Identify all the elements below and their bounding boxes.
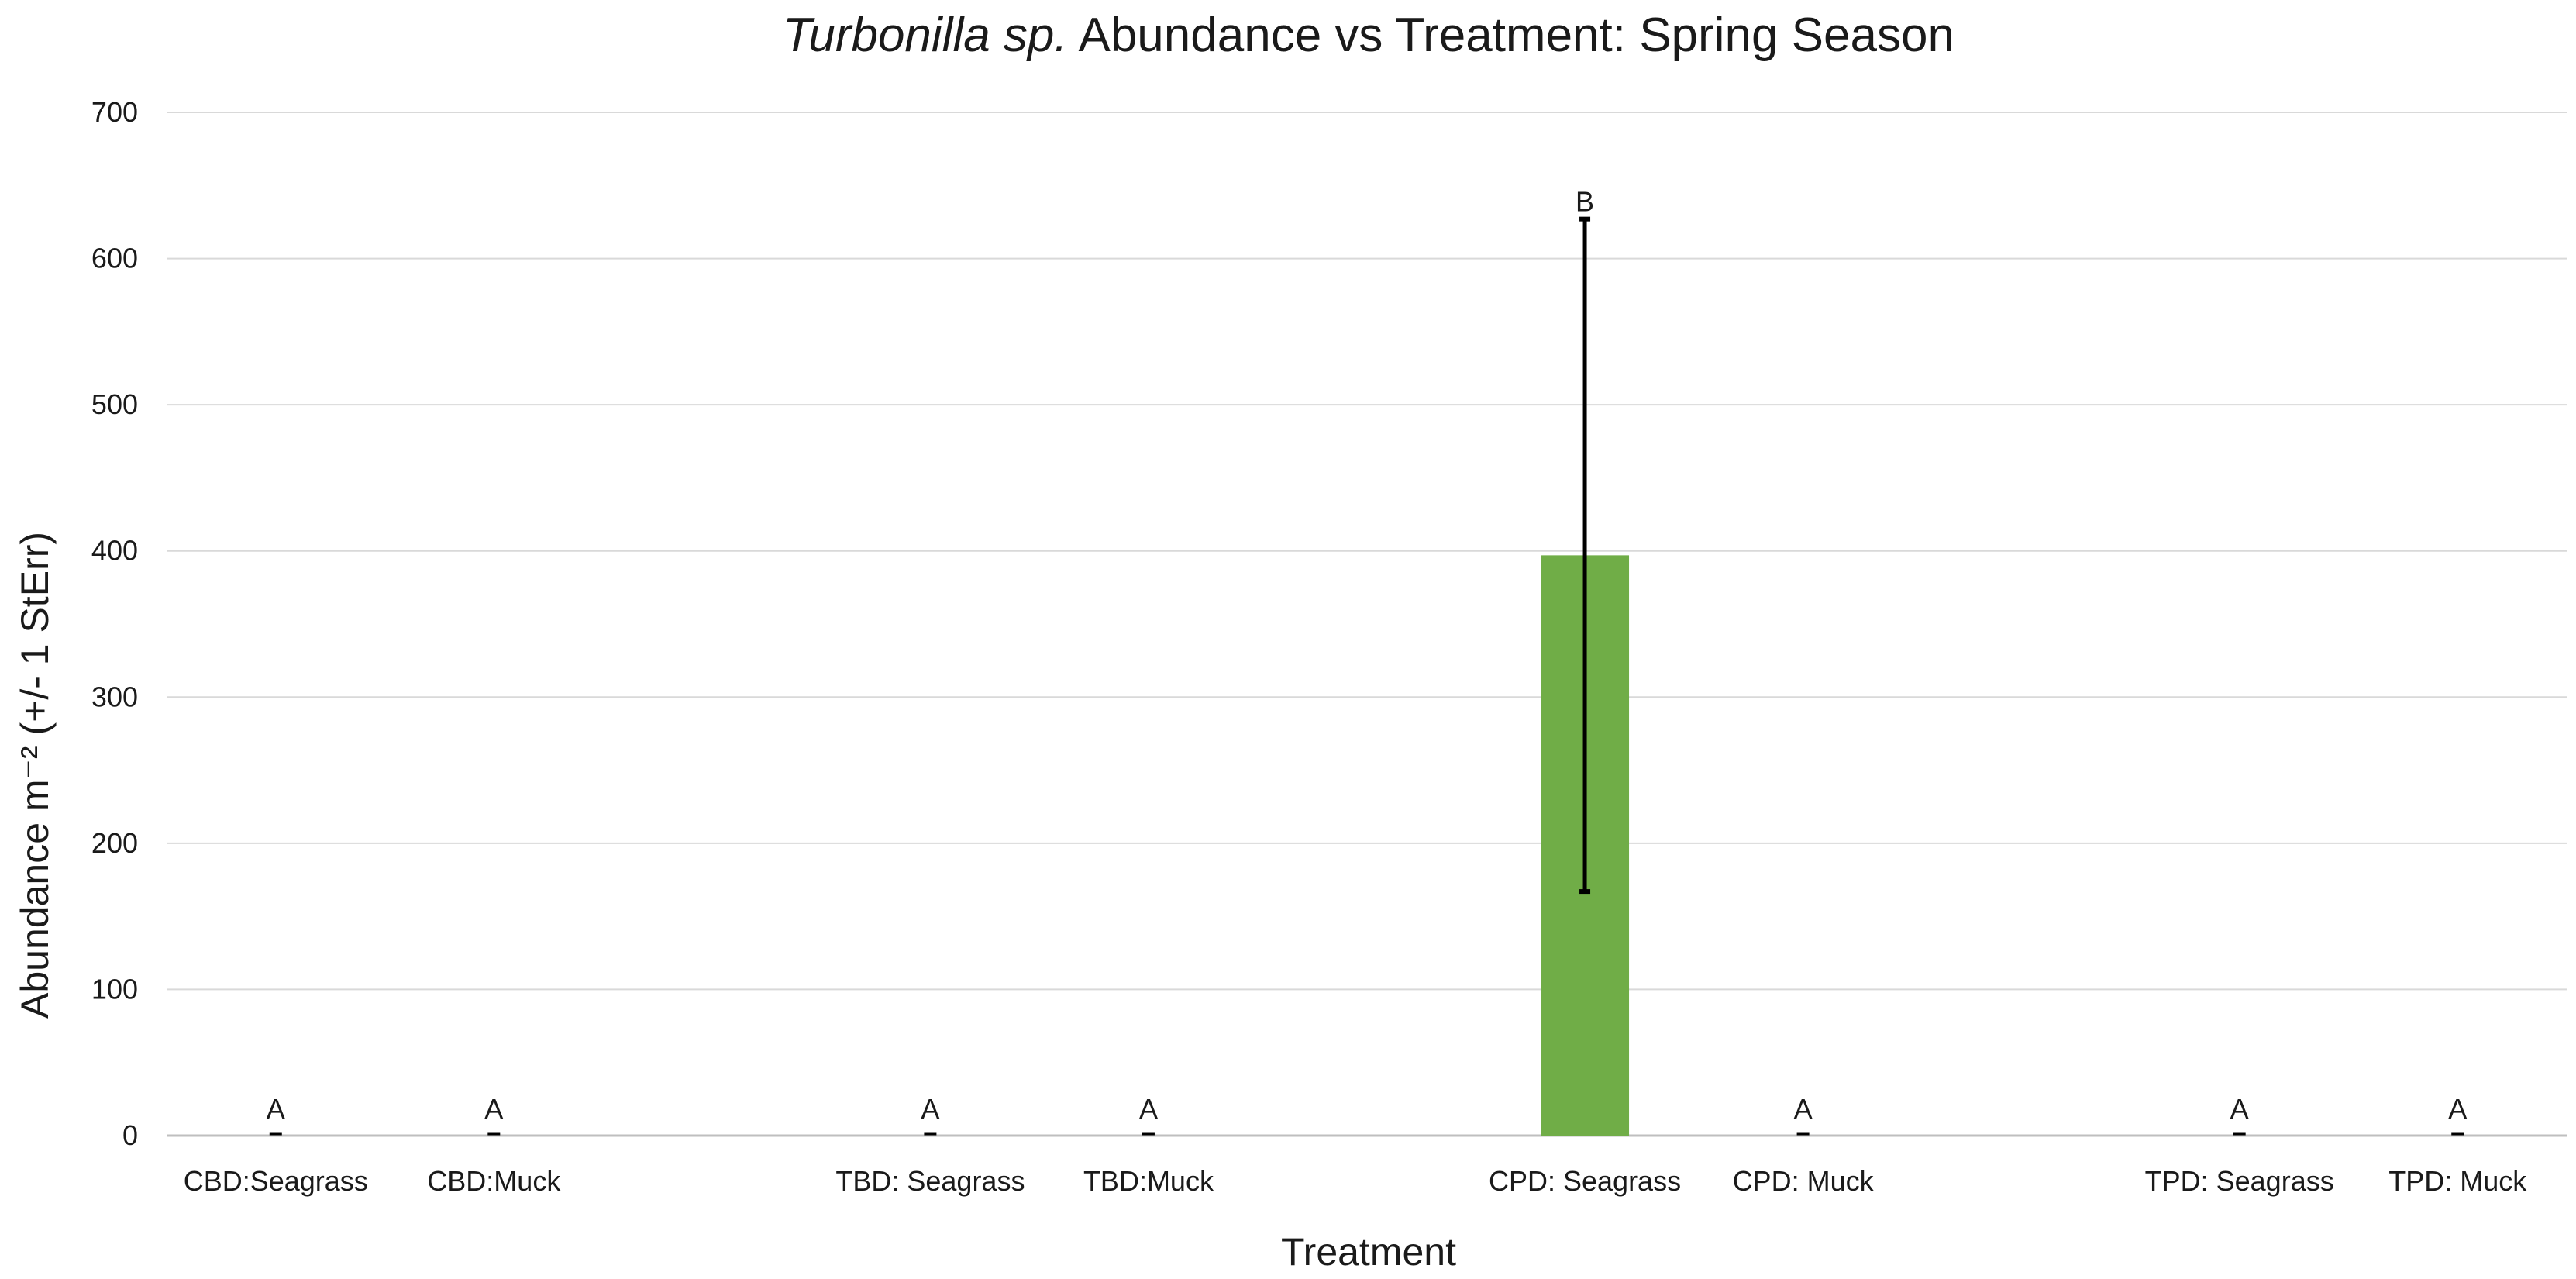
error-bars [269,216,2464,1136]
y-tick-label: 600 [91,243,138,274]
y-tick-label: 200 [91,827,138,859]
y-axis-label: Abundance m⁻² (+/- 1 StErr) [13,532,57,1019]
chart-title: Turbonilla sp. Abundance vs Treatment: S… [783,9,1954,62]
y-tick-label: 300 [91,681,138,712]
y-tick-label: 500 [91,388,138,420]
significance-letter: A [484,1093,503,1125]
chart-title-rest: Abundance vs Treatment: Spring Season [1068,9,1954,62]
x-tick-label: CPD: Seagrass [1489,1165,1681,1197]
x-tick-label: TBD:Muck [1083,1165,1214,1197]
gridlines [167,112,2567,1137]
x-tick-label: TPD: Muck [2388,1165,2527,1197]
y-axis-ticks: 0 100 200 300 400 500 600 700 [91,96,138,1151]
x-tick-label: TPD: Seagrass [2145,1165,2334,1197]
x-tick-label: TBD: Seagrass [835,1165,1025,1197]
significance-letters: A A A A B A A A [267,186,2467,1125]
chart-title-italic: Turbonilla sp. [783,9,1068,62]
significance-letter: A [267,1093,285,1125]
x-axis-label: Treatment [1281,1230,1456,1274]
y-tick-label: 0 [122,1119,138,1151]
error-bar [1579,216,1591,895]
significance-letter: B [1576,186,1594,218]
x-tick-label: CBD:Muck [427,1165,561,1197]
y-tick-label: 700 [91,96,138,128]
x-tick-label: CPD: Muck [1733,1165,1875,1197]
y-tick-label: 100 [91,973,138,1005]
significance-letter: A [921,1093,939,1125]
significance-letter: A [1139,1093,1158,1125]
y-tick-label: 400 [91,535,138,567]
significance-letter: A [2448,1093,2467,1125]
x-tick-label: CBD:Seagrass [184,1165,368,1197]
significance-letter: A [1794,1093,1813,1125]
significance-letter: A [2230,1093,2249,1125]
x-axis-ticks: CBD:Seagrass CBD:Muck TBD: Seagrass TBD:Muc… [184,1165,2528,1197]
